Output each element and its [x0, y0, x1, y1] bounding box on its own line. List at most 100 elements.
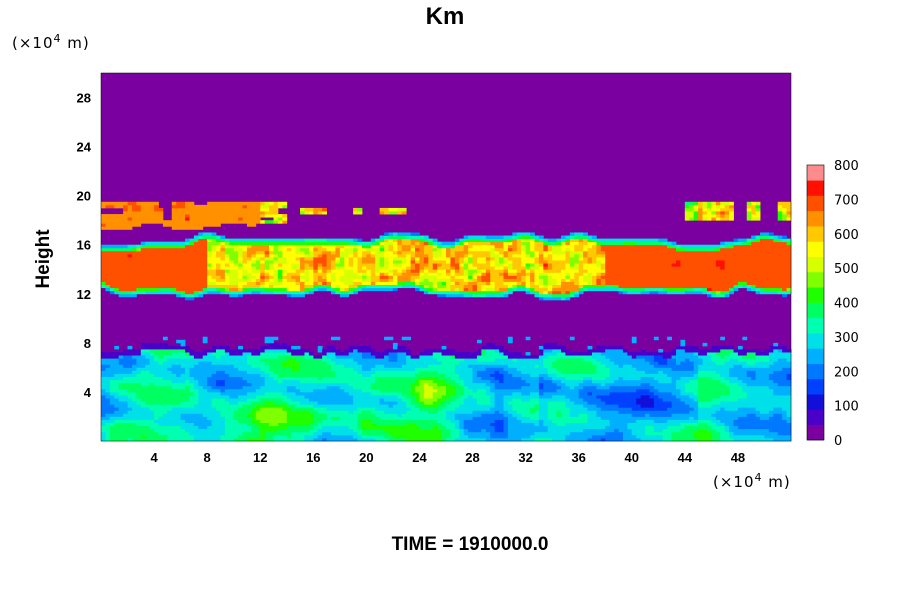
field-cell [556, 281, 562, 285]
field-cell [282, 269, 288, 273]
field-cell [171, 379, 186, 384]
field-cell [543, 284, 549, 289]
field-cell [207, 244, 212, 249]
field-cell [282, 244, 297, 249]
field-cell [300, 257, 305, 261]
field-cell [109, 385, 120, 390]
field-cell [490, 278, 504, 282]
field-cell [450, 401, 465, 405]
field-cell [561, 244, 575, 249]
field-cell [167, 358, 248, 362]
field-cell [300, 364, 332, 368]
field-cell [680, 428, 699, 433]
field-cell [154, 352, 173, 356]
field-cell [591, 238, 597, 243]
field-cell [503, 257, 509, 261]
field-cell [229, 352, 243, 356]
field-cell [437, 293, 447, 298]
field-cell [715, 370, 730, 374]
field-cell [370, 419, 438, 423]
field-cell [410, 253, 416, 258]
y-tick-label: 4 [84, 385, 92, 400]
field-cell [538, 275, 549, 279]
field-cell [538, 388, 557, 393]
field-cell [114, 419, 155, 423]
field-cell [313, 407, 327, 411]
field-cell [419, 355, 434, 359]
field-cell [101, 217, 128, 221]
field-cell [154, 410, 168, 414]
field-cell [180, 416, 208, 420]
field-cell [596, 370, 611, 374]
colorbar-swatch [807, 302, 824, 319]
field-cell [211, 398, 226, 402]
field-cell [552, 275, 566, 279]
field-cell [494, 244, 504, 249]
field-cell [711, 434, 721, 439]
field-cell [600, 272, 606, 276]
field-cell [154, 358, 168, 362]
field-cell [198, 382, 208, 387]
field-cell [777, 382, 792, 387]
field-cell [406, 401, 412, 405]
field-cell [105, 422, 115, 427]
field-cell [269, 266, 274, 270]
colorbar-swatch [807, 424, 824, 441]
field-cell [702, 204, 708, 209]
field-cell [238, 395, 257, 399]
field-cell [353, 253, 358, 258]
field-cell [224, 241, 230, 246]
field-cell [777, 207, 783, 212]
field-cell [269, 422, 279, 427]
field-cell [331, 275, 336, 279]
field-cell [543, 290, 549, 295]
field-cell [255, 260, 261, 264]
field-cell [490, 250, 496, 255]
field-cell [220, 391, 248, 396]
field-cell [353, 287, 358, 292]
field-cell [530, 244, 535, 249]
field-cell [353, 247, 358, 252]
field-cell [211, 385, 243, 390]
field-cell [729, 370, 748, 374]
field-cell [326, 269, 332, 273]
field-cell [335, 287, 341, 292]
field-cell [370, 391, 403, 396]
field-cell [344, 260, 350, 264]
field-cell [375, 379, 416, 384]
field-cell [313, 404, 389, 408]
field-cell [786, 358, 792, 362]
field-cell [198, 425, 208, 430]
field-cell [273, 263, 279, 267]
field-cell [189, 214, 261, 218]
field-cell [724, 355, 743, 359]
field-cell [512, 247, 518, 252]
field-cell [525, 336, 531, 341]
field-cell [684, 201, 695, 206]
field-cell [313, 257, 327, 261]
field-cell [397, 238, 403, 243]
field-cell [131, 253, 208, 258]
field-cell [242, 204, 248, 209]
field-cell [419, 263, 429, 267]
field-cell [746, 395, 792, 399]
field-cell [379, 244, 385, 249]
field-cell [101, 201, 128, 206]
field-cell [171, 217, 186, 221]
field-cell [729, 201, 734, 206]
field-cell [450, 275, 456, 279]
field-cell [295, 358, 323, 362]
field-cell [587, 269, 606, 273]
field-cell [574, 385, 584, 390]
field-cell [229, 269, 239, 273]
field-cell [507, 428, 549, 433]
field-cell [339, 257, 345, 261]
field-cell [140, 352, 151, 356]
field-cell [485, 391, 496, 396]
field-cell [273, 250, 283, 255]
field-cell [428, 269, 438, 273]
field-cell [636, 355, 655, 359]
field-cell [419, 287, 425, 292]
field-cell [313, 263, 319, 267]
field-cell [521, 269, 527, 273]
